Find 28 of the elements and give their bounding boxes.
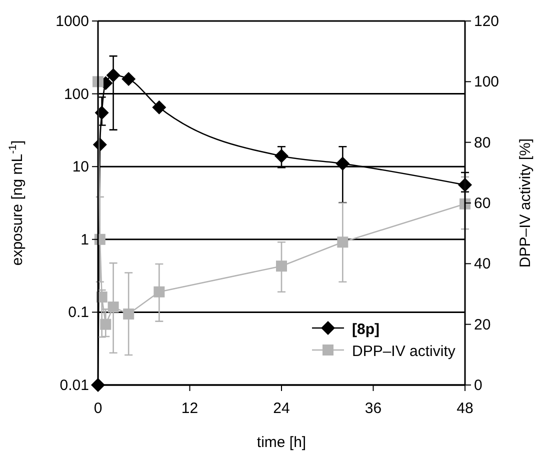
x-axis-title: time [h] — [256, 434, 306, 451]
y-tick-label: 1 — [80, 231, 89, 248]
x-tick-label: 36 — [364, 400, 382, 417]
y2-tick-label: 120 — [474, 13, 500, 30]
y-tick-label: 0.1 — [68, 304, 89, 322]
y-tick-label: 100 — [64, 86, 89, 103]
y-tick-label: 10 — [72, 158, 89, 176]
y2-axis-title: DPP–IV activity [%] — [517, 138, 534, 268]
x-tick-label: 12 — [181, 400, 198, 417]
point — [274, 148, 288, 163]
x-tick-label: 0 — [94, 400, 102, 417]
legend-label: [8p] — [352, 321, 380, 338]
y2-tick-label: 100 — [474, 74, 500, 91]
y2-tick-label: 20 — [474, 316, 491, 334]
x-tick-label: 24 — [273, 400, 290, 417]
point — [152, 100, 166, 114]
x-tick-label: 48 — [456, 400, 474, 417]
point — [122, 72, 136, 86]
legend-label: DPP–IV activity — [352, 343, 456, 360]
y2-tick-label: 80 — [474, 134, 491, 152]
y2-tick-label: 0 — [474, 377, 482, 394]
point — [94, 106, 109, 120]
y2-tick-label: 40 — [474, 256, 491, 273]
y2-tick-label: 60 — [474, 195, 491, 212]
point — [106, 68, 120, 82]
y-tick-label: 1000 — [56, 13, 89, 30]
point — [336, 156, 350, 171]
y-tick-label: 0.01 — [60, 377, 89, 394]
